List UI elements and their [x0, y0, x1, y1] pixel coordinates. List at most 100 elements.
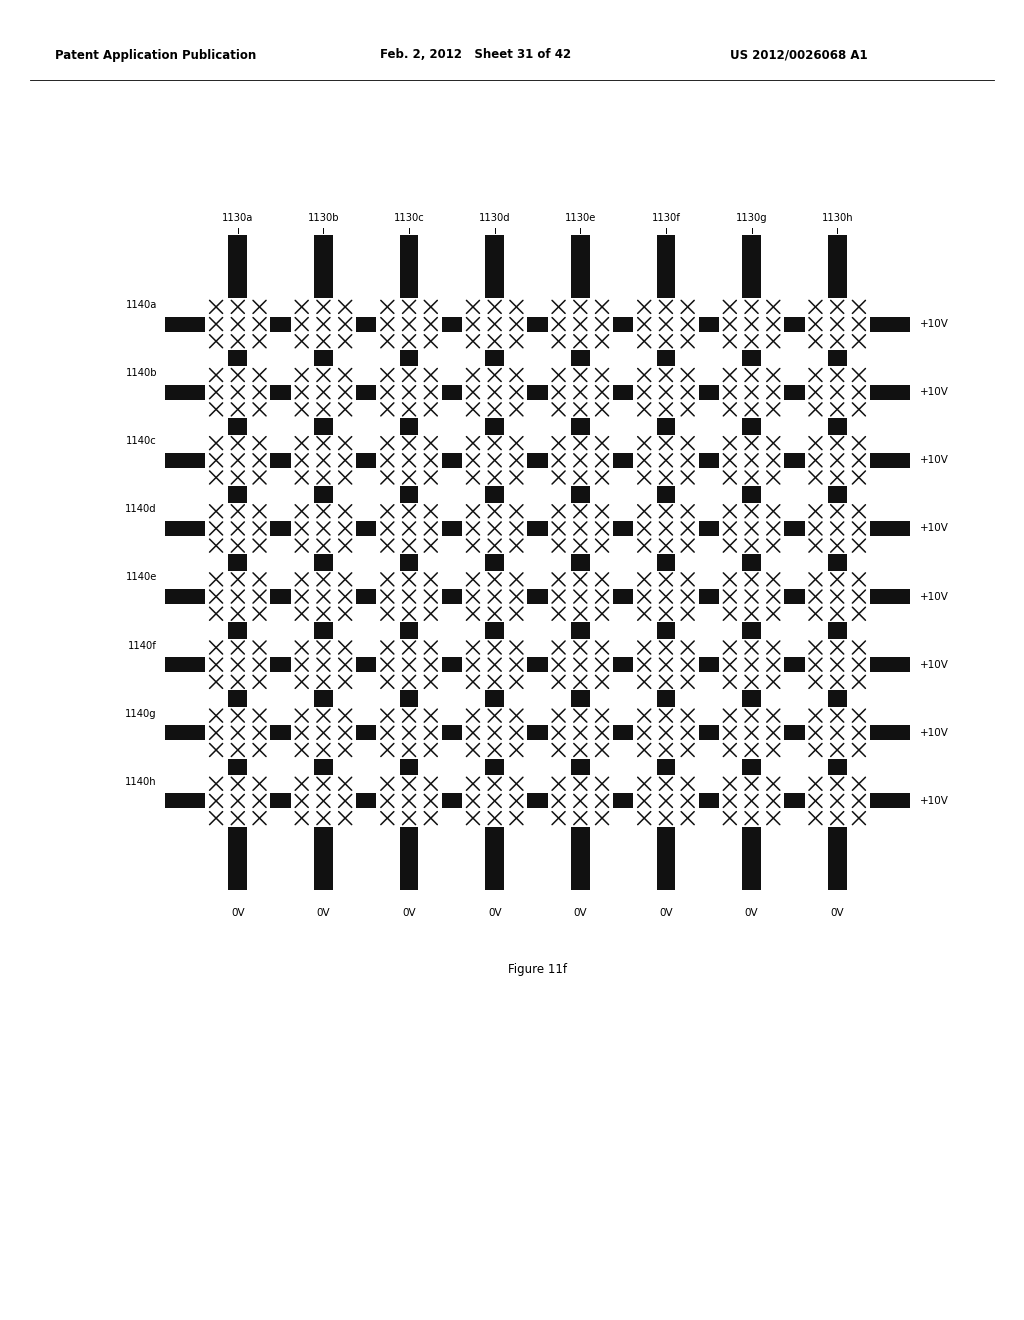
Bar	[462, 434, 527, 486]
Bar	[548, 367, 613, 418]
Text: 1140c: 1140c	[126, 436, 157, 446]
Bar	[165, 589, 910, 605]
Bar	[719, 367, 784, 418]
Bar	[462, 708, 527, 759]
Bar	[462, 298, 527, 350]
Bar	[805, 639, 869, 690]
Bar	[548, 775, 613, 826]
Text: Patent Application Publication: Patent Application Publication	[55, 49, 256, 62]
Bar	[377, 298, 441, 350]
Bar	[633, 639, 698, 690]
Bar	[205, 503, 270, 554]
Bar	[548, 434, 613, 486]
Bar	[633, 367, 698, 418]
Text: 1130g: 1130g	[736, 213, 767, 223]
Text: 0V: 0V	[487, 908, 502, 917]
Bar	[377, 639, 441, 690]
Text: 0V: 0V	[744, 908, 759, 917]
Text: 1140b: 1140b	[126, 368, 157, 378]
Bar	[805, 708, 869, 759]
Bar	[656, 235, 676, 890]
Bar	[377, 775, 441, 826]
Text: +10V: +10V	[920, 591, 949, 602]
Bar	[633, 434, 698, 486]
Text: +10V: +10V	[920, 727, 949, 738]
Text: 0V: 0V	[231, 908, 245, 917]
Bar	[719, 434, 784, 486]
Bar	[462, 367, 527, 418]
Text: 1130b: 1130b	[307, 213, 339, 223]
Bar	[165, 657, 910, 672]
Bar	[205, 570, 270, 622]
Bar	[548, 708, 613, 759]
Text: 1140g: 1140g	[125, 709, 157, 718]
Text: +10V: +10V	[920, 319, 949, 329]
Bar	[742, 235, 761, 890]
Text: 1130e: 1130e	[564, 213, 596, 223]
Text: 1130c: 1130c	[393, 213, 424, 223]
Bar	[291, 367, 356, 418]
Bar	[805, 570, 869, 622]
Bar	[377, 708, 441, 759]
Bar	[719, 298, 784, 350]
Bar	[377, 367, 441, 418]
Text: +10V: +10V	[920, 660, 949, 669]
Text: +10V: +10V	[920, 796, 949, 807]
Bar	[633, 503, 698, 554]
Bar	[165, 793, 910, 808]
Bar	[805, 503, 869, 554]
Bar	[205, 708, 270, 759]
Bar	[314, 235, 333, 890]
Bar	[377, 434, 441, 486]
Bar	[571, 235, 590, 890]
Text: 0V: 0V	[659, 908, 673, 917]
Bar	[719, 639, 784, 690]
Bar	[719, 570, 784, 622]
Bar	[805, 367, 869, 418]
Text: 0V: 0V	[573, 908, 587, 917]
Text: 1130a: 1130a	[222, 213, 254, 223]
Bar	[291, 639, 356, 690]
Bar	[485, 235, 504, 890]
Text: +10V: +10V	[920, 524, 949, 533]
Bar	[633, 570, 698, 622]
Bar	[827, 235, 847, 890]
Bar	[291, 570, 356, 622]
Bar	[205, 367, 270, 418]
Bar	[805, 775, 869, 826]
Bar	[462, 570, 527, 622]
Bar	[205, 775, 270, 826]
Text: 1130f: 1130f	[651, 213, 680, 223]
Bar	[805, 434, 869, 486]
Text: 1140h: 1140h	[125, 777, 157, 787]
Bar	[228, 235, 247, 890]
Bar	[291, 708, 356, 759]
Bar	[548, 570, 613, 622]
Text: 1130h: 1130h	[821, 213, 853, 223]
Bar	[205, 434, 270, 486]
Bar	[633, 775, 698, 826]
Text: US 2012/0026068 A1: US 2012/0026068 A1	[730, 49, 867, 62]
Bar	[633, 298, 698, 350]
Text: 0V: 0V	[316, 908, 331, 917]
Bar	[165, 521, 910, 536]
Bar	[719, 775, 784, 826]
Bar	[165, 453, 910, 467]
Text: 1140a: 1140a	[126, 300, 157, 310]
Text: 0V: 0V	[402, 908, 416, 917]
Text: 1140f: 1140f	[128, 640, 157, 651]
Bar	[462, 775, 527, 826]
Text: 0V: 0V	[830, 908, 844, 917]
Bar	[165, 725, 910, 741]
Bar	[291, 503, 356, 554]
Bar	[399, 235, 419, 890]
Text: +10V: +10V	[920, 455, 949, 466]
Bar	[633, 708, 698, 759]
Text: 1130d: 1130d	[479, 213, 511, 223]
Bar	[291, 434, 356, 486]
Text: +10V: +10V	[920, 387, 949, 397]
Bar	[205, 639, 270, 690]
Bar	[291, 775, 356, 826]
Bar	[719, 708, 784, 759]
Bar	[548, 298, 613, 350]
